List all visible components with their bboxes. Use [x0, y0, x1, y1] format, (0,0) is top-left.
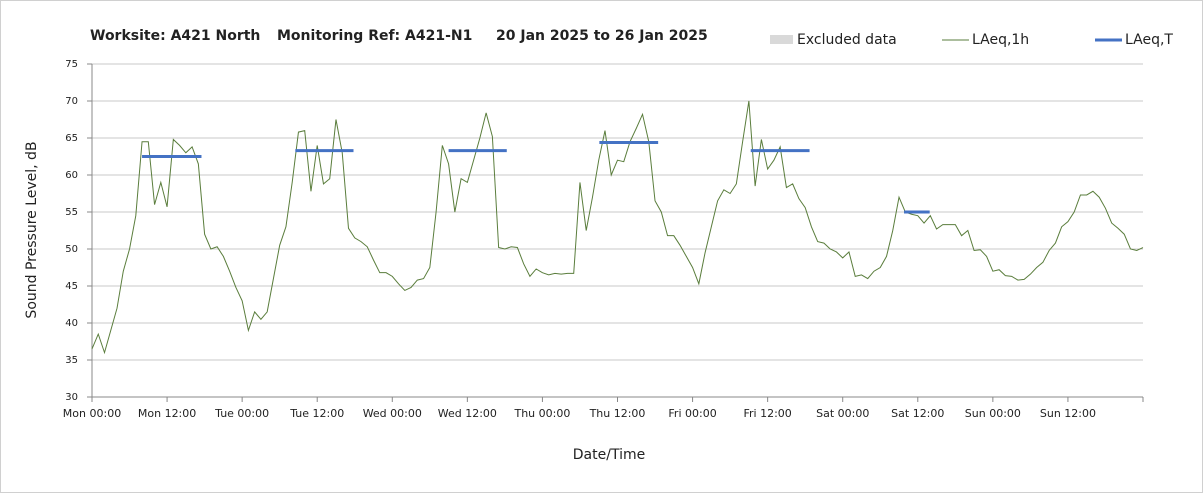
y-tick-label: 75	[65, 59, 78, 70]
legend-label: Excluded data	[797, 32, 897, 48]
x-tick-label: Fri 12:00	[743, 407, 791, 420]
x-tick-label: Sun 12:00	[1040, 407, 1096, 420]
legend-label: LAeq,1h	[972, 32, 1029, 48]
x-tick-label: Fri 00:00	[668, 407, 716, 420]
x-tick-label: Sat 00:00	[816, 407, 869, 420]
y-tick-label: 50	[65, 244, 78, 255]
y-tick-label: 30	[65, 392, 78, 403]
x-axis-title: Date/Time	[573, 447, 645, 463]
y-tick-label: 55	[65, 207, 78, 218]
title-ref: Monitoring Ref: A421-N1	[277, 28, 472, 44]
x-tick-label: Thu 12:00	[589, 407, 646, 420]
title-dates: 20 Jan 2025 to 26 Jan 2025	[496, 28, 708, 44]
x-tick-label: Thu 00:00	[513, 407, 570, 420]
y-tick-label: 65	[65, 133, 78, 144]
y-tick-label: 35	[65, 355, 78, 366]
x-tick-label: Mon 00:00	[63, 407, 121, 420]
series-line	[142, 140, 930, 214]
y-axis-title: Sound Pressure Level, dB	[24, 141, 40, 318]
y-tick-label: 70	[65, 96, 78, 107]
x-tick-label: Sat 12:00	[891, 407, 944, 420]
x-tick-label: Sun 00:00	[965, 407, 1021, 420]
title-worksite: Worksite: A421 North	[90, 28, 260, 44]
y-tick-label: 40	[65, 318, 78, 329]
y-tick-label: 45	[65, 281, 78, 292]
y-tick-label: 60	[65, 170, 78, 181]
x-tick-label: Wed 12:00	[438, 407, 497, 420]
series-line	[91, 100, 1144, 355]
legend-swatch	[770, 35, 793, 44]
x-tick-label: Wed 00:00	[363, 407, 422, 420]
x-tick-label: Mon 12:00	[138, 407, 196, 420]
x-tick-label: Tue 00:00	[214, 407, 269, 420]
x-tick-label: Tue 12:00	[289, 407, 344, 420]
legend-label: LAeq,T	[1125, 32, 1173, 48]
